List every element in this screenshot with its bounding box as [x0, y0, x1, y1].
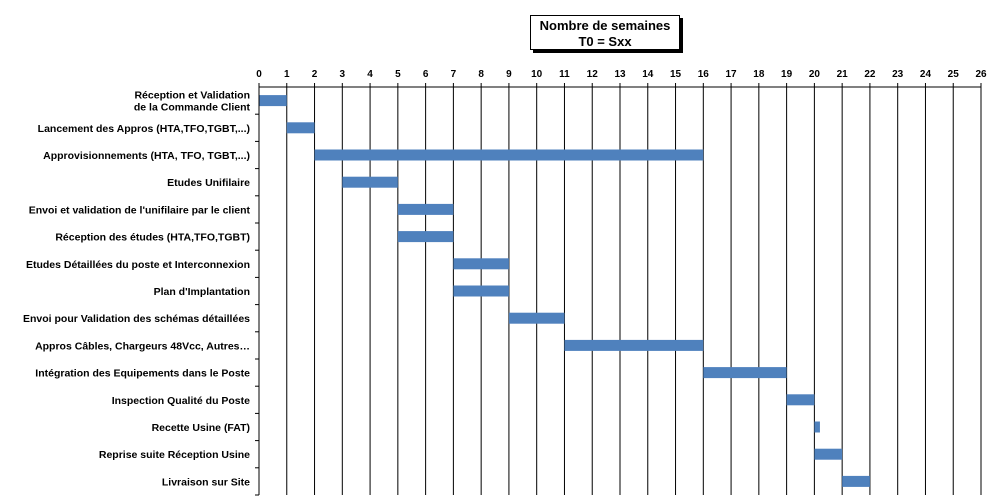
- x-tick-label-19: 19: [781, 69, 793, 80]
- x-tick-label-8: 8: [478, 69, 484, 80]
- axes: [255, 86, 981, 496]
- x-tick-label-18: 18: [753, 69, 765, 80]
- x-tick-label-24: 24: [920, 69, 932, 80]
- task-bar-2: [314, 149, 704, 161]
- task-bar-13: [814, 448, 843, 460]
- x-tick-label-16: 16: [698, 69, 710, 80]
- x-tick-label-12: 12: [587, 69, 599, 80]
- x-tick-label-9: 9: [506, 69, 512, 80]
- task-label-6: Etudes Détaillées du poste et Interconne…: [26, 259, 250, 271]
- task-label-13: Reprise suite Réception Usine: [99, 449, 250, 461]
- task-label-11: Inspection Qualité du Poste: [112, 395, 250, 407]
- task-bars: [259, 95, 870, 487]
- x-tick-label-21: 21: [837, 69, 849, 80]
- task-bar-7: [453, 285, 509, 297]
- task-label-8: Envoi pour Validation des schémas détail…: [23, 313, 250, 325]
- task-label-3: Etudes Unifilaire: [167, 177, 250, 189]
- x-tick-label-14: 14: [642, 69, 654, 80]
- chart-title-line-2: T0 = Sxx: [578, 34, 632, 49]
- x-tick-label-17: 17: [726, 69, 738, 80]
- x-tick-label-1: 1: [284, 69, 290, 80]
- task-label-14: Livraison sur Site: [162, 476, 250, 488]
- task-label-0-line-0: Réception et Validation: [134, 90, 250, 102]
- task-bar-8: [508, 312, 565, 324]
- task-bar-11: [786, 394, 815, 406]
- x-tick-label-5: 5: [395, 69, 401, 80]
- task-label-9: Appros Câbles, Chargeurs 48Vcc, Autres…: [35, 340, 250, 352]
- task-bar-3: [342, 176, 398, 188]
- task-label-1: Lancement des Appros (HTA,TFO,TGBT,...): [38, 123, 250, 135]
- x-tick-label-26: 26: [975, 69, 987, 80]
- x-tick-label-4: 4: [367, 69, 373, 80]
- x-tick-label-23: 23: [892, 69, 904, 80]
- task-bar-6: [453, 258, 509, 270]
- grid-lines: [258, 83, 982, 495]
- task-label-12: Recette Usine (FAT): [152, 422, 250, 434]
- task-label-2: Approvisionnements (HTA, TFO, TGBT,...): [43, 150, 250, 162]
- x-tick-label-22: 22: [864, 69, 876, 80]
- task-bar-14: [842, 475, 870, 487]
- task-bar-12: [814, 421, 820, 433]
- task-label-5: Réception des études (HTA,TFO,TGBT): [55, 232, 250, 244]
- task-bar-9: [564, 339, 704, 351]
- task-bar-5: [397, 231, 454, 243]
- x-tick-label-0: 0: [256, 69, 262, 80]
- x-tick-label-2: 2: [312, 69, 318, 80]
- x-tick-label-13: 13: [614, 69, 626, 80]
- task-bar-4: [397, 203, 454, 215]
- x-tick-label-11: 11: [559, 69, 570, 80]
- x-tick-label-6: 6: [423, 69, 429, 80]
- task-bar-1: [286, 122, 315, 134]
- task-label-7: Plan d'Implantation: [154, 286, 250, 298]
- x-tick-label-3: 3: [340, 69, 346, 80]
- task-bar-10: [703, 367, 787, 379]
- x-tick-label-25: 25: [948, 69, 960, 80]
- chart-title-box: Nombre de semaines T0 = Sxx: [530, 15, 680, 50]
- x-tick-label-15: 15: [670, 69, 682, 80]
- task-label-10: Intégration des Equipements dans le Post…: [35, 368, 250, 380]
- task-label-4: Envoi et validation de l'unifilaire par …: [29, 204, 251, 216]
- task-bar-0: [259, 95, 287, 107]
- task-label-0-line-1: de la Commande Client: [134, 102, 251, 114]
- x-axis-tick-labels: 0 1 2 3 4 5 6 7 8 9 10 11 12 13 14 15 16 17 18 19 20 21 22 23 24…: [256, 69, 987, 80]
- x-tick-label-7: 7: [451, 69, 457, 80]
- x-tick-label-10: 10: [531, 69, 543, 80]
- x-tick-label-20: 20: [809, 69, 821, 80]
- chart-title-line-1: Nombre de semaines: [539, 18, 671, 33]
